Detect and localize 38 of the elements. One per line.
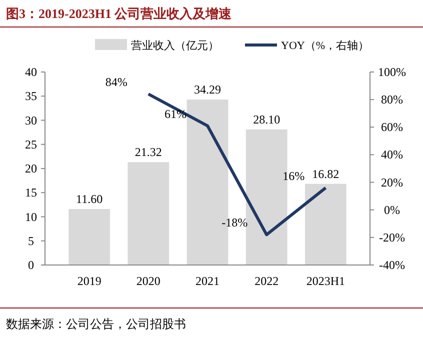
y-tick-label: 10: [25, 210, 37, 224]
y2-tick-label: 60%: [381, 120, 403, 134]
y-tick-label: 25: [25, 137, 37, 152]
bar: [305, 184, 346, 265]
y2-tick-label: 0%: [384, 202, 400, 217]
y-tick-label: 35: [25, 89, 37, 104]
data-label: 21.32: [134, 145, 162, 160]
chart-title: 图3：2019-2023H1 公司营业收入及增速: [6, 6, 233, 21]
legend-label: 营业收入（亿元）: [131, 39, 219, 52]
data-label: 16.82: [312, 166, 340, 181]
data-label: 11.60: [76, 192, 103, 206]
data-label: -18%: [222, 216, 248, 230]
y2-tick-label: 100%: [378, 65, 406, 79]
y2-tick-label: 80%: [381, 92, 403, 107]
x-tick-label: 2019: [77, 274, 102, 288]
y-tick-label: 30: [25, 113, 37, 128]
y-tick-label: 40: [25, 65, 37, 79]
legend-label: YOY（%，右轴）: [281, 39, 369, 52]
x-tick-label: 2023H1: [306, 274, 346, 288]
y-tick-label: 20: [25, 162, 37, 176]
bar: [68, 209, 110, 265]
source-note: 数据来源：公司公告，公司招股书: [6, 317, 186, 331]
data-label: 61%: [164, 106, 186, 121]
x-tick-label: 2021: [196, 274, 220, 288]
y-tick-label: 5: [28, 234, 34, 248]
bar: [128, 162, 170, 265]
y2-tick-label: -40%: [379, 258, 405, 272]
y2-tick-label: -20%: [379, 230, 405, 244]
y2-tick-label: 20%: [381, 175, 403, 190]
x-tick-label: 2022: [254, 274, 279, 288]
y2-tick-label: 40%: [381, 148, 403, 162]
y-tick-label: 15: [25, 186, 37, 200]
data-label: 34.29: [194, 82, 221, 97]
data-label: 16%: [282, 168, 305, 183]
y-tick-label: 0: [28, 258, 34, 272]
data-label: 84%: [105, 75, 128, 90]
x-tick-label: 2020: [136, 274, 160, 288]
data-label: 28.10: [253, 112, 280, 126]
